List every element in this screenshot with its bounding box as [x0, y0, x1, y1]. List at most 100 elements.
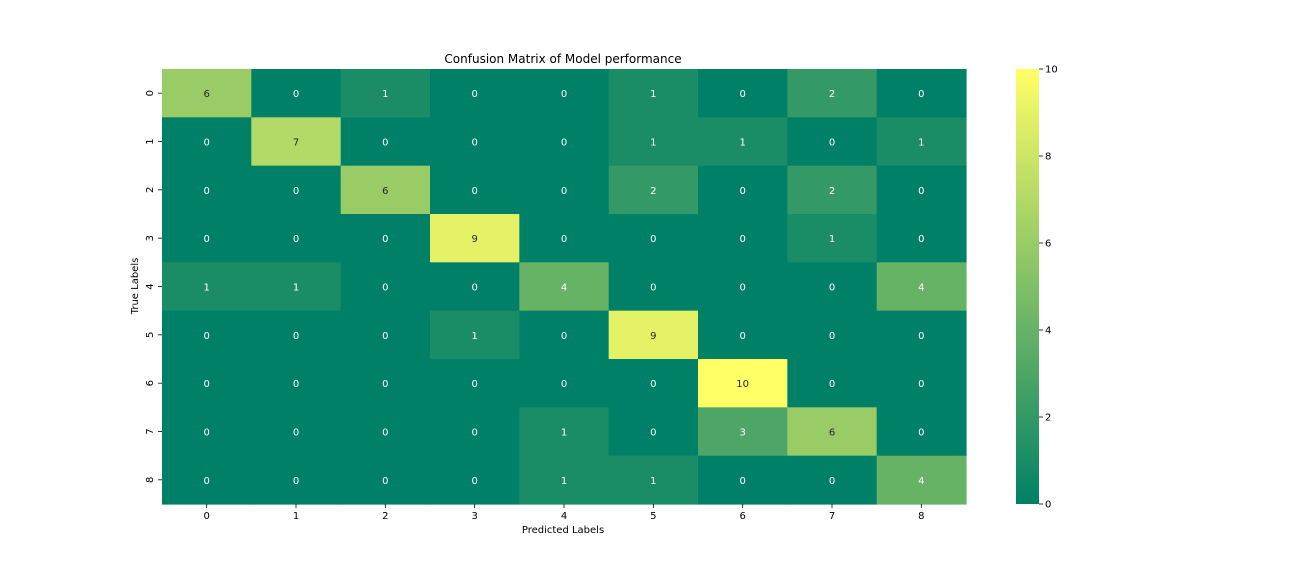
cell-value-label: 0	[739, 331, 745, 342]
cell-value-label: 0	[203, 379, 209, 390]
heatmap-cell-0-5	[608, 69, 699, 118]
cell-value-label: 0	[918, 331, 924, 342]
cell-value-label: 6	[829, 428, 835, 439]
cell-value-label: 9	[650, 331, 656, 342]
cell-value-label: 0	[650, 283, 656, 294]
heatmap-cell-3-1	[251, 214, 342, 263]
cell-value-label: 0	[918, 89, 924, 100]
x-tick-label: 8	[918, 511, 924, 522]
y-tick-label: 4	[145, 283, 156, 289]
heatmap-cell-3-4	[519, 214, 610, 263]
heatmap-cell-6-0	[162, 359, 252, 408]
colorbar-tick-label: 6	[1045, 239, 1051, 250]
heatmap-cell-1-6	[698, 117, 788, 167]
cell-value-label: 1	[918, 138, 924, 149]
cell-value-label: 1	[739, 138, 745, 149]
heatmap-cell-1-7	[787, 117, 878, 167]
heatmap-cell-4-5	[608, 262, 699, 312]
heatmap-cell-0-4	[519, 69, 610, 118]
cell-value-label: 1	[203, 283, 209, 294]
heatmap-cell-5-6	[698, 310, 788, 360]
colorbar-tick-label: 4	[1045, 326, 1051, 337]
cell-value-label: 0	[471, 283, 477, 294]
heatmap-cell-7-8	[876, 407, 967, 457]
cell-value-label: 9	[471, 234, 477, 245]
cell-value-label: 1	[650, 89, 656, 100]
heatmap-cell-3-0	[162, 214, 252, 263]
heatmap-cell-7-3	[430, 407, 520, 457]
cell-value-label: 0	[293, 428, 299, 439]
cell-value-label: 2	[829, 186, 835, 197]
heatmap-cell-7-7	[787, 407, 878, 457]
heatmap-cell-0-0	[162, 69, 252, 118]
x-tick-label: 1	[293, 511, 299, 522]
cell-value-label: 0	[293, 476, 299, 487]
heatmap-cells: 6 0 1 0 0 1 0 2 00 7 0 0 0 1 1 0 10 0 6 0 0 2 0 2 00 0 0 9 0 0 0 1 01 1 0 0…	[162, 69, 967, 505]
cell-value-label: 6	[203, 89, 209, 100]
cell-value-label: 0	[829, 283, 835, 294]
colorbar-tick-label: 2	[1045, 413, 1051, 424]
y-tick-label: 3	[145, 235, 156, 241]
cell-value-label: 1	[650, 138, 656, 149]
cell-value-label: 4	[918, 476, 924, 487]
heatmap-cell-1-5	[608, 117, 699, 167]
heatmap-cell-2-8	[876, 165, 967, 215]
cell-value-label: 6	[382, 186, 388, 197]
y-tick-label: 7	[145, 428, 156, 434]
cell-value-label: 4	[918, 283, 924, 294]
heatmap-cell-5-3	[430, 310, 520, 360]
heatmap-cell-5-4	[519, 310, 610, 360]
heatmap-cell-2-0	[162, 165, 252, 215]
cell-value-label: 0	[293, 234, 299, 245]
cell-value-label: 0	[203, 138, 209, 149]
cell-value-label: 0	[561, 379, 567, 390]
cell-value-label: 0	[293, 186, 299, 197]
heatmap-cell-0-8	[876, 69, 967, 118]
heatmap-cell-2-5	[608, 165, 699, 215]
cell-value-label: 1	[293, 283, 299, 294]
colorbar: 0 2 4 6 8 10	[1016, 65, 1058, 511]
cell-value-label: 0	[739, 89, 745, 100]
heatmap-cell-5-5	[608, 310, 699, 360]
cell-value-label: 0	[471, 476, 477, 487]
cell-value-label: 1	[650, 476, 656, 487]
y-axis: 0 1 2 3 4 5 6 7 8	[145, 90, 162, 483]
cell-value-label: 0	[471, 186, 477, 197]
cell-value-label: 0	[829, 331, 835, 342]
x-tick-label: 4	[561, 511, 567, 522]
cell-value-label: 3	[739, 428, 745, 439]
heatmap-cell-7-4	[519, 407, 610, 457]
heatmap-cell-1-3	[430, 117, 520, 167]
cell-value-label: 0	[382, 476, 388, 487]
heatmap-cell-2-7	[787, 165, 878, 215]
x-tick-label: 6	[739, 511, 745, 522]
cell-value-label: 7	[293, 138, 299, 149]
cell-value-label: 0	[650, 379, 656, 390]
heatmap-cell-3-6	[698, 214, 788, 263]
cell-value-label: 0	[203, 331, 209, 342]
colorbar-tick-label: 10	[1045, 65, 1058, 76]
heatmap-cell-1-4	[519, 117, 610, 167]
cell-value-label: 2	[829, 89, 835, 100]
x-tick-label: 7	[829, 511, 835, 522]
cell-value-label: 0	[739, 476, 745, 487]
heatmap-cell-6-5	[608, 359, 699, 408]
cell-value-label: 0	[382, 234, 388, 245]
x-tick-label: 5	[650, 511, 656, 522]
heatmap-cell-7-1	[251, 407, 342, 457]
cell-value-label: 0	[471, 138, 477, 149]
heatmap-cell-2-3	[430, 165, 520, 215]
cell-value-label: 0	[203, 428, 209, 439]
cell-value-label: 1	[382, 89, 388, 100]
cell-value-label: 0	[918, 234, 924, 245]
heatmap-cell-4-2	[340, 262, 431, 312]
heatmap-cell-5-0	[162, 310, 252, 360]
heatmap-cell-5-2	[340, 310, 431, 360]
cell-value-label: 0	[561, 234, 567, 245]
heatmap-cell-7-5	[608, 407, 699, 457]
heatmap-cell-8-6	[698, 455, 788, 505]
cell-value-label: 0	[918, 428, 924, 439]
cell-value-label: 10	[736, 379, 749, 390]
cell-value-label: 0	[382, 379, 388, 390]
